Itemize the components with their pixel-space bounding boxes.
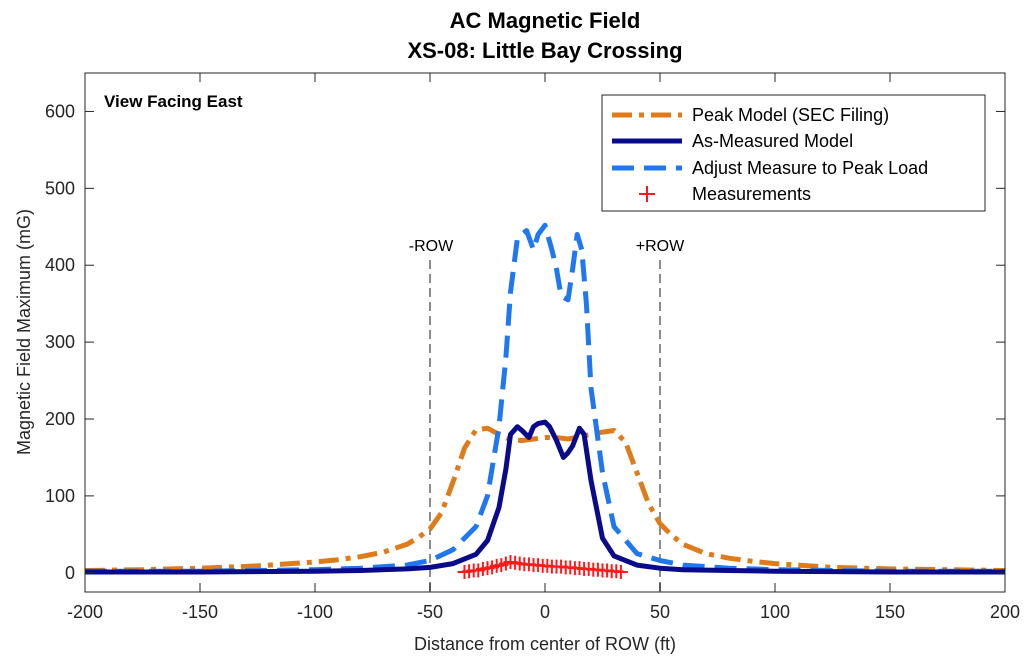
x-tick-label: -150 (182, 602, 218, 622)
chart-title-line-2: XS-08: Little Bay Crossing (407, 38, 682, 63)
legend-swatch-measurements (639, 186, 655, 202)
x-tick-label: -50 (417, 602, 443, 622)
y-tick-label: 300 (45, 332, 75, 352)
series-measurements (457, 555, 628, 580)
series-line-peak-model-sec-filing (84, 425, 1006, 573)
series-layer (84, 222, 1006, 580)
y-tick-label: 600 (45, 101, 75, 121)
x-tick-label: 50 (650, 602, 670, 622)
x-tick-label: 150 (875, 602, 905, 622)
axis-ticks: -200 -150 -100 -50 0 50 100 150 200 0 100 200 300 400… (45, 73, 1020, 622)
legend: Peak Model (SEC Filing) As-Measured Mode… (601, 94, 986, 212)
series-line-adjust-measure-to-peak-load (85, 222, 1005, 574)
y-tick-label: 200 (45, 409, 75, 429)
y-axis-label: Magnetic Field Maximum (mG) (14, 209, 34, 455)
y-tick-label: 100 (45, 486, 75, 506)
x-tick-label: 0 (540, 602, 550, 622)
x-tick-label: -200 (67, 602, 103, 622)
legend-label-adjust-measure: Adjust Measure to Peak Load (692, 158, 928, 178)
x-axis-label: Distance from center of ROW (ft) (414, 634, 676, 654)
measurement-point (613, 565, 628, 580)
y-tick-label: 0 (65, 563, 75, 583)
legend-label-as-measured: As-Measured Model (692, 131, 853, 151)
series-line-as-measured-model (85, 419, 1005, 575)
x-tick-label: 200 (990, 602, 1020, 622)
plus-row-label: +ROW (636, 238, 685, 255)
minus-row-label: -ROW (409, 238, 454, 255)
legend-label-measurements: Measurements (692, 184, 811, 204)
legend-label-peak-model: Peak Model (SEC Filing) (692, 105, 889, 125)
y-tick-label: 400 (45, 255, 75, 275)
x-tick-label: 100 (760, 602, 790, 622)
chart-title-line-1: AC Magnetic Field (450, 8, 641, 33)
view-annotation: View Facing East (104, 92, 243, 111)
x-tick-label: -100 (297, 602, 333, 622)
y-tick-label: 500 (45, 178, 75, 198)
